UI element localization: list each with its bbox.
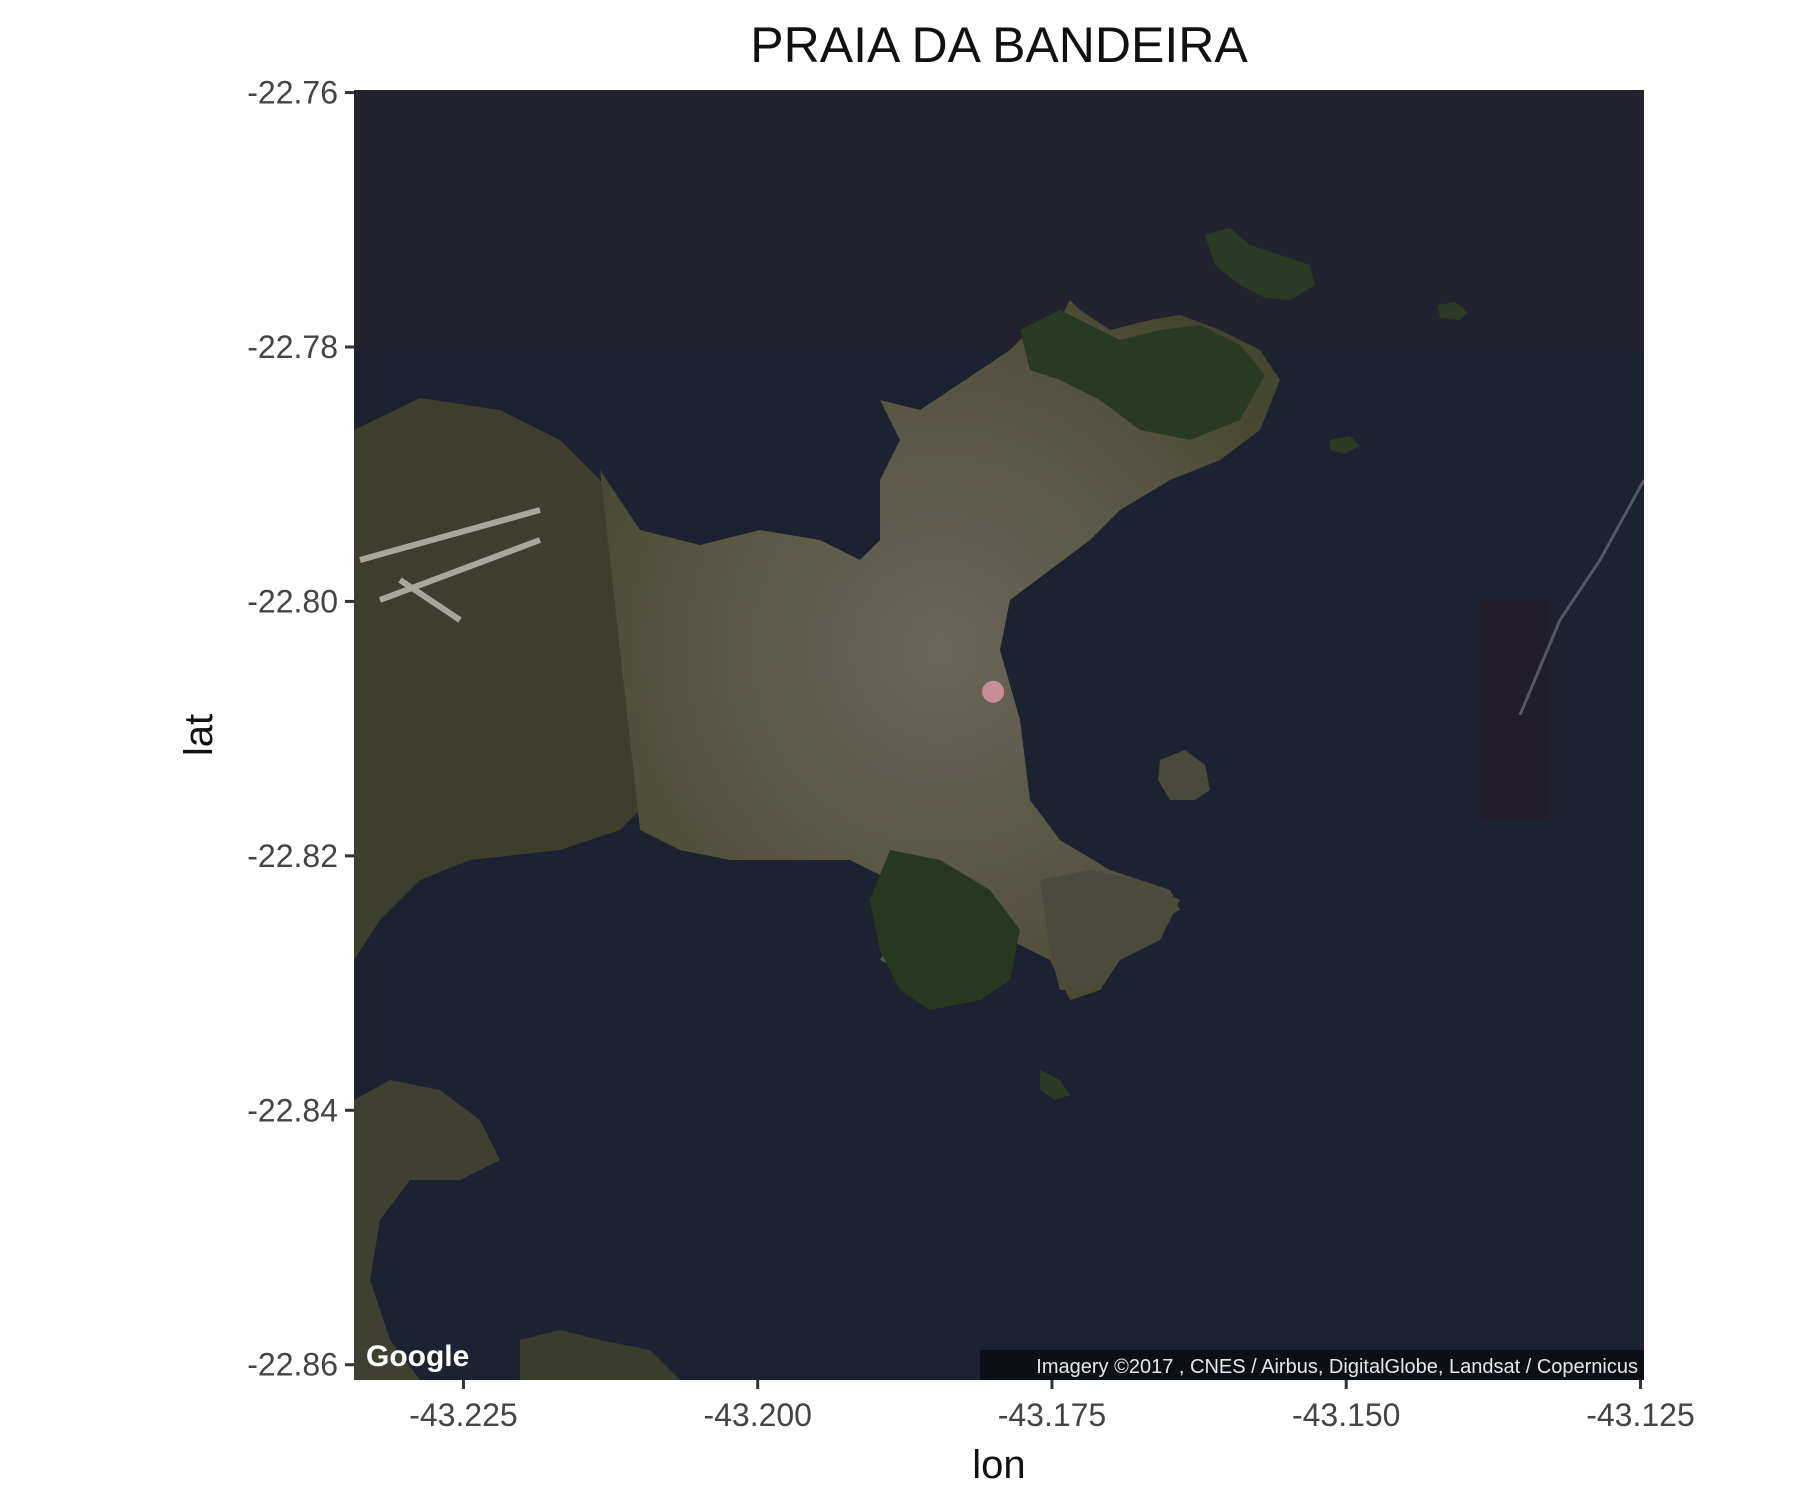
x-tick-label: -43.200: [703, 1397, 812, 1433]
water-tile-top: [354, 90, 1644, 352]
forest-south: [870, 850, 1020, 1010]
attribution-box: Imagery ©2017 , CNES / Airbus, DigitalGl…: [980, 1350, 1644, 1380]
island-north: [1205, 228, 1315, 300]
map-panel: [354, 90, 1644, 1380]
y-tick-label: -22.80: [247, 583, 338, 619]
island-small-ne: [1438, 302, 1468, 320]
x-axis: -43.225 -43.200 -43.175 -43.150 -43.125: [409, 1380, 1695, 1433]
chart-title: PRAIA DA BANDEIRA: [750, 17, 1248, 73]
x-tick-label: -43.150: [1292, 1397, 1401, 1433]
x-tick-label: -43.125: [1586, 1397, 1695, 1433]
y-tick-label: -22.78: [247, 329, 338, 365]
southwest-lagoon-shore: [520, 1330, 680, 1380]
location-point: [982, 680, 1005, 703]
imagery-attribution: Imagery ©2017 , CNES / Airbus, DigitalGl…: [1036, 1356, 1638, 1378]
google-logo: Google: [366, 1340, 469, 1373]
island-small-e: [1330, 436, 1360, 454]
y-axis-title: lat: [177, 714, 221, 756]
x-tick-label: -43.175: [998, 1397, 1107, 1433]
x-axis-title: lon: [972, 1443, 1025, 1487]
y-tick-label: -22.82: [247, 838, 338, 874]
y-tick-label: -22.86: [247, 1347, 338, 1383]
niteroi-peninsula: [600, 300, 1280, 1000]
y-axis: -22.76 -22.78 -22.80 -22.82 -22.84 -22.86: [247, 75, 354, 1383]
data-points-layer: [982, 680, 1005, 703]
forest-north-hills: [1020, 310, 1265, 440]
southeast-point: [1040, 870, 1180, 990]
island-east: [1158, 750, 1210, 800]
island-south: [1040, 1070, 1070, 1100]
x-tick-label: -43.225: [409, 1397, 518, 1433]
y-tick-label: -22.76: [247, 75, 338, 111]
y-tick-label: -22.84: [247, 1092, 338, 1128]
southwest-landmass: [354, 1080, 500, 1380]
airport-runways: [359, 507, 542, 623]
water-tile-channel: [1480, 600, 1550, 820]
ship-wake: [1518, 479, 1644, 716]
